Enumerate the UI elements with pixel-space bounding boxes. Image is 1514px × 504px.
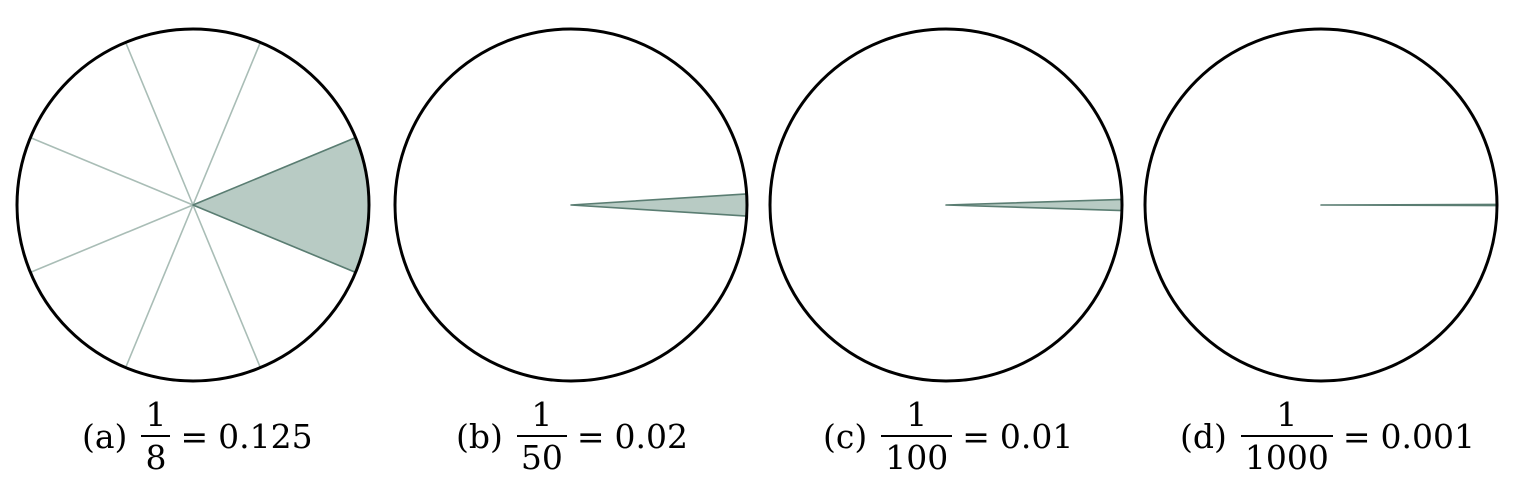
caption-label: (a): [82, 416, 128, 456]
fraction: 1 100: [881, 395, 953, 474]
fraction-denominator: 1000: [1240, 435, 1333, 474]
fraction-numerator: 1: [531, 395, 553, 434]
outer-circle: [393, 27, 749, 383]
division-line: [30, 204, 194, 274]
caption-a: (a) 1 8 = 0.125: [82, 398, 313, 474]
division-line: [192, 42, 262, 206]
decimal-value: 0.01: [999, 416, 1074, 456]
fraction-denominator: 100: [881, 435, 953, 474]
division-line: [124, 204, 194, 368]
equals-sign: =: [962, 416, 990, 456]
fraction-numerator: 1: [1276, 395, 1298, 434]
shaded-wedge: [570, 193, 748, 217]
equals-sign: =: [1342, 416, 1371, 456]
fraction-numerator: 1: [906, 395, 928, 434]
panel-c-diagram: [768, 27, 1124, 383]
outer-circle: [1143, 27, 1499, 383]
caption-b: (b) 1 50 = 0.02: [456, 398, 688, 474]
panel-d-diagram: [1143, 27, 1499, 383]
fraction: 1 50: [516, 395, 567, 474]
shaded-wedge: [192, 136, 370, 274]
caption-label: (b): [456, 416, 503, 456]
fraction: 1 8: [141, 395, 171, 474]
shaded-wedge: [1320, 203, 1498, 207]
fraction-numerator: 1: [145, 395, 167, 434]
fraction: 1 1000: [1240, 395, 1333, 474]
panel-b-diagram: [393, 27, 749, 383]
caption-label: (c): [823, 416, 868, 456]
equals-sign: =: [180, 416, 209, 456]
caption-label: (d): [1180, 416, 1227, 456]
shaded-wedge: [945, 198, 1123, 212]
caption-c: (c) 1 100 = 0.01: [823, 398, 1073, 474]
division-line: [192, 204, 262, 368]
outer-circle: [768, 27, 1124, 383]
division-line: [124, 42, 194, 206]
fraction-denominator: 50: [516, 435, 567, 474]
decimal-value: 0.02: [614, 416, 689, 456]
equals-sign: =: [576, 416, 605, 456]
caption-d: (d) 1 1000 = 0.001: [1180, 398, 1475, 474]
decimal-value: 0.001: [1380, 416, 1475, 456]
fraction-denominator: 8: [141, 435, 171, 474]
division-line: [30, 136, 194, 206]
outer-circle: [15, 27, 371, 383]
decimal-value: 0.125: [218, 416, 313, 456]
panel-a-diagram: [15, 27, 371, 383]
